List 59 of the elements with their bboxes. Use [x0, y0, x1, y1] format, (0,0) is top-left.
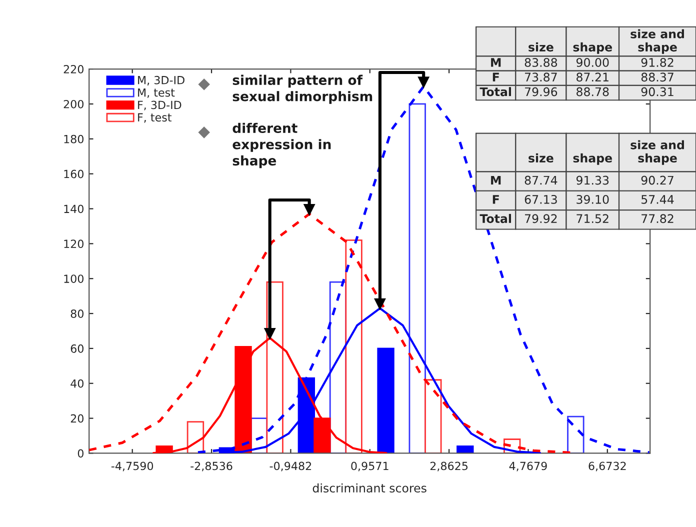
bar — [377, 348, 394, 454]
text: 88.78 — [576, 87, 609, 96]
x-tick-label: -2,8536 — [190, 462, 232, 472]
y-tick-label: 160 — [64, 170, 84, 178]
text: 79.96 — [525, 87, 558, 96]
x-tick-label: -0,9482 — [270, 462, 312, 472]
text: 90.31 — [641, 87, 674, 96]
text: 73.87 — [525, 72, 557, 82]
annotation: different expression in shape — [232, 122, 331, 168]
legend-label: F, 3D-ID — [138, 100, 182, 110]
x-axis-title: discriminant scores — [312, 483, 426, 493]
text: 77.82 — [642, 214, 674, 224]
x-tick-label: 6,6732 — [588, 462, 626, 472]
category-label: M — [491, 176, 501, 185]
text: 91.33 — [576, 176, 609, 185]
category-label: size — [528, 42, 554, 52]
category-label: M — [491, 58, 501, 67]
legend-label: M, test — [138, 88, 175, 98]
category-label: Total — [480, 214, 511, 224]
y-tick-label: 40 — [70, 379, 84, 388]
x-tick-label: 0,9571 — [351, 462, 388, 472]
x-tick-label: 2,8625 — [430, 462, 468, 472]
y-tick-label: 20 — [70, 414, 84, 423]
y-tick-label: 200 — [64, 100, 84, 108]
y-tick-label: 140 — [64, 204, 84, 214]
text: 90.00 — [576, 58, 609, 67]
y-tick-label: 0 — [78, 449, 84, 458]
legend-label: M, 3D-ID — [138, 76, 184, 86]
y-tick-label: 120 — [64, 240, 84, 248]
annotation: similar pattern of sexual dimorphism — [232, 74, 372, 104]
text: 91.82 — [641, 58, 674, 67]
text: 87.74 — [524, 176, 558, 185]
y-tick-label: 180 — [64, 134, 84, 144]
category-label: size and shape — [630, 140, 684, 165]
y-tick-label: 80 — [70, 309, 84, 318]
text: 79.92 — [525, 214, 557, 224]
category-label: Total — [480, 87, 511, 96]
y-tick-label: 100 — [64, 274, 84, 283]
text: 88.37 — [641, 72, 674, 82]
y-tick-label: 220 — [64, 65, 84, 74]
text: 90.27 — [641, 176, 674, 185]
category-label: F — [492, 195, 499, 204]
x-tick-label: 4,7679 — [509, 462, 547, 472]
bar — [456, 446, 474, 454]
category-label: shape — [573, 42, 612, 54]
text: 87.21 — [576, 72, 608, 82]
legend-label: F, test — [138, 113, 172, 123]
category-label: size and shape — [630, 29, 684, 54]
text: 67.13 — [524, 194, 557, 204]
category-label: shape — [573, 153, 612, 165]
text: 71.52 — [576, 214, 608, 224]
text: 57.44 — [642, 195, 674, 204]
bar — [567, 416, 584, 454]
y-tick-label: 60 — [70, 344, 84, 353]
category-label: F — [492, 72, 499, 82]
category-label: size — [528, 153, 554, 163]
text: 83.88 — [524, 58, 558, 67]
text: 39.10 — [576, 194, 609, 204]
x-tick-label: -4,7590 — [111, 462, 154, 472]
